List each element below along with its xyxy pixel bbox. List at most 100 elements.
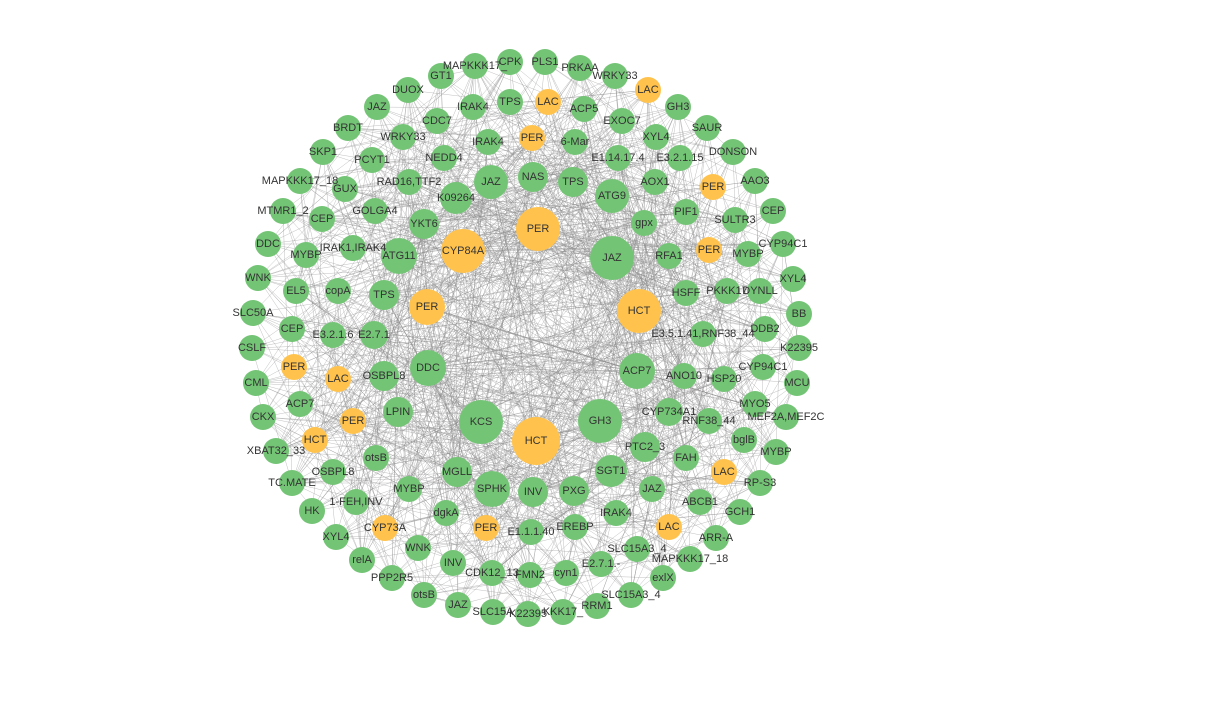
node — [474, 165, 508, 199]
edge — [314, 421, 482, 441]
node-label: gpx — [635, 217, 653, 229]
edge — [617, 157, 670, 257]
node-label: MEF2A,MEF2C — [747, 411, 824, 423]
edge — [636, 366, 764, 372]
edge — [376, 106, 646, 448]
edge — [644, 292, 687, 448]
edge — [373, 334, 601, 422]
node — [562, 514, 588, 540]
node — [673, 445, 699, 471]
node-label: INV — [444, 557, 463, 569]
node-label: CYP94C1 — [759, 238, 808, 250]
edge — [677, 106, 736, 221]
node-label: XBAT32_33 — [247, 445, 306, 457]
node — [518, 519, 544, 545]
node-label: bglB — [733, 434, 755, 446]
edge — [535, 255, 670, 442]
node-label: YKT6 — [410, 218, 438, 230]
edge — [443, 157, 459, 606]
edge — [314, 218, 323, 441]
node-label: ANO10 — [666, 370, 702, 382]
edge — [485, 181, 492, 529]
node — [711, 459, 737, 485]
node-label: K09264 — [437, 192, 475, 204]
node — [690, 321, 716, 347]
edge — [337, 290, 399, 413]
node — [243, 370, 269, 396]
edge — [427, 67, 581, 369]
edge — [408, 181, 612, 472]
node — [727, 499, 753, 525]
node — [590, 236, 634, 280]
node — [742, 391, 768, 417]
node-label: EL5 — [286, 285, 306, 297]
node-label: MYBP — [760, 446, 791, 458]
node — [656, 243, 682, 269]
node — [703, 525, 729, 551]
edge — [462, 250, 800, 315]
node — [595, 179, 629, 213]
edge — [596, 366, 764, 607]
node — [245, 265, 271, 291]
node-label: RP-S3 — [744, 477, 776, 489]
edge — [252, 312, 375, 336]
edge — [455, 197, 794, 280]
node — [263, 438, 289, 464]
node-label: PER — [475, 522, 498, 534]
node-label: DONSON — [709, 146, 757, 158]
edge — [423, 491, 534, 596]
edge — [305, 106, 474, 256]
node-label: PKKK17 — [706, 285, 748, 297]
node-label: CYP734A1 — [642, 406, 696, 418]
node — [515, 601, 541, 627]
edge — [383, 347, 800, 377]
node-label: PPP2R5 — [371, 572, 413, 584]
node-label: DYNLL — [742, 285, 777, 297]
node — [711, 366, 737, 392]
edge — [527, 310, 640, 615]
edge — [426, 306, 725, 473]
edge — [373, 334, 800, 349]
edge — [572, 181, 664, 579]
node — [445, 592, 471, 618]
node-label: OSBPL8 — [363, 370, 406, 382]
node-label: K22395 — [509, 608, 547, 620]
edge — [408, 181, 494, 613]
node — [784, 370, 810, 396]
node — [287, 391, 313, 417]
edge — [291, 375, 385, 484]
edge — [462, 250, 670, 257]
edge — [295, 290, 301, 405]
node — [335, 115, 361, 141]
node-label: DUOX — [392, 84, 424, 96]
node-label: AAO3 — [740, 175, 769, 187]
node-label: DDB2 — [750, 323, 779, 335]
node-label: copA — [325, 285, 351, 297]
node-label: WRKY33 — [592, 70, 637, 82]
edge — [408, 181, 710, 422]
node-label: LAC — [637, 84, 658, 96]
edge — [299, 403, 377, 459]
node — [287, 168, 313, 194]
edge — [398, 255, 670, 413]
edge — [426, 306, 638, 372]
node-label: E3.2.1.15 — [656, 152, 703, 164]
node — [474, 471, 510, 507]
edge — [574, 501, 701, 528]
node — [578, 399, 622, 443]
node-label: LAC — [658, 521, 679, 533]
node-label: K22395 — [780, 342, 818, 354]
edge — [662, 411, 670, 579]
node-label: SKP1 — [309, 146, 337, 158]
node-label: CKX — [252, 411, 275, 423]
edge — [445, 120, 623, 514]
edge — [455, 197, 601, 422]
edge — [759, 366, 764, 484]
edge — [532, 491, 670, 528]
edge — [759, 290, 798, 384]
node — [673, 280, 699, 306]
edge — [532, 176, 664, 579]
edge — [311, 367, 429, 512]
edge — [408, 367, 429, 490]
node-label: E3.5.1.41,RNF38_44 — [651, 328, 754, 340]
